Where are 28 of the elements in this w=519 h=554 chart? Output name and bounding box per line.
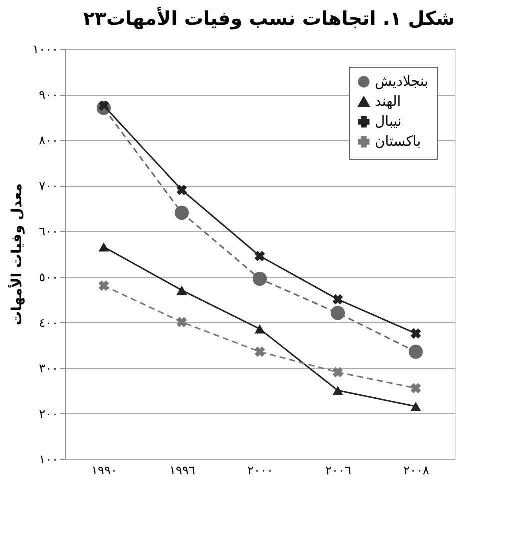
point [410,328,422,339]
x-tick-label: ٢٠٠٦ [326,464,352,478]
y-tick-label: ٤٠٠ [39,316,58,330]
x-tick-label: ١٩٩٠ [92,464,118,478]
y-axis-title: معدل وفيات الأمهات [8,184,26,326]
point [410,383,422,394]
y-tick-label: ٥٠٠ [39,270,58,284]
legend-label: نيبال [375,114,402,130]
y-tick-label: ٨٠٠ [39,134,58,148]
y-tick-label: ١٠٠ [39,452,58,466]
point [330,306,346,320]
legend-label: الهند [375,94,402,110]
x-tick-label: ٢٠٠٠ [248,464,274,478]
y-tick-label: ٩٠٠ [39,88,58,102]
legend-label: بنجلاديش [375,74,428,90]
chart-title: شكل ١. اتجاهات نسب وفيات الأمهات٢٣ [83,7,455,30]
point [408,344,424,359]
x-tick-label: ٢٠٠٨ [404,464,430,478]
y-tick-label: ١٠٠٠ [32,42,58,56]
point [252,272,268,286]
y-tick-label: ٦٠٠ [39,224,58,239]
y-tick-label: ٣٠٠ [39,361,58,376]
y-tick-label: ٧٠٠ [39,179,58,194]
x-tick-label: ١٩٩٦ [170,464,196,478]
point [98,280,110,292]
legend-label: باكستان [375,134,422,150]
y-tick-label: ٢٠٠ [39,406,58,421]
point [174,206,190,220]
